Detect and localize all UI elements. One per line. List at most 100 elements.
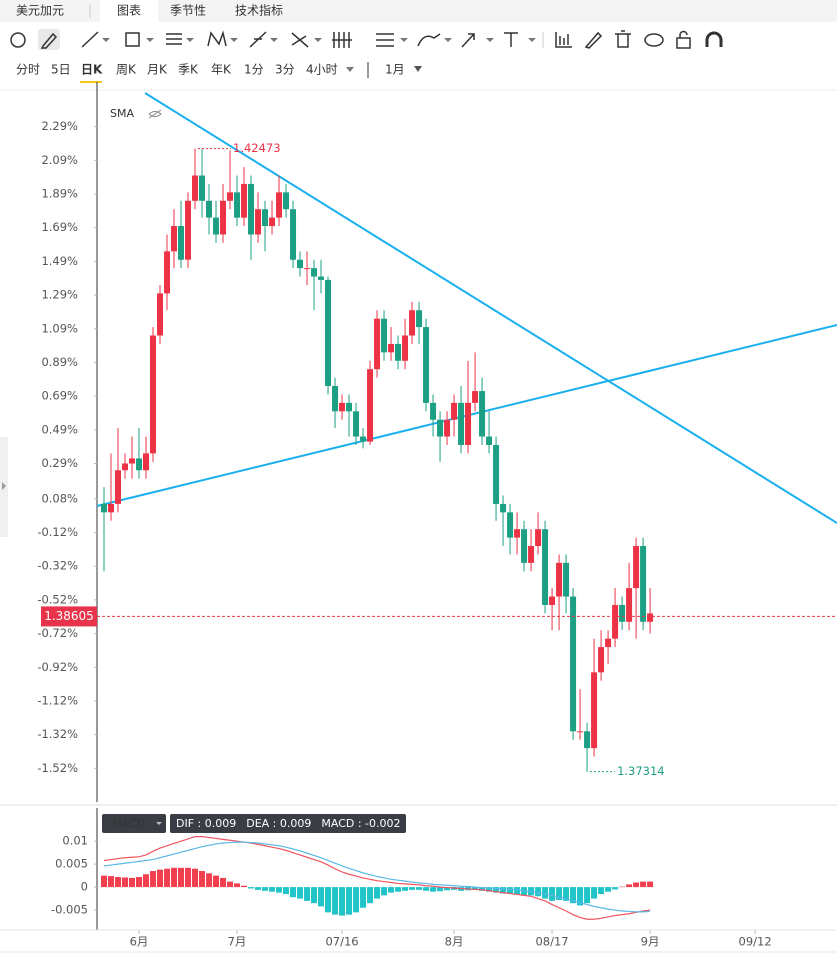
tool-icon[interactable] xyxy=(504,32,518,47)
candle-body xyxy=(332,386,339,412)
tool-icon[interactable] xyxy=(417,33,441,47)
candle-body xyxy=(605,638,612,648)
macd-bar xyxy=(395,887,402,892)
y-tick-label: 1.49% xyxy=(41,254,78,268)
macd-bar xyxy=(563,887,570,901)
tool-icon[interactable] xyxy=(249,31,267,48)
macd-bar xyxy=(115,877,122,888)
tab[interactable]: 图表 xyxy=(117,4,141,18)
candle-body xyxy=(178,226,185,260)
visibility-icon[interactable] xyxy=(148,109,162,119)
candle-body xyxy=(346,402,353,412)
x-tick-label: 09/12 xyxy=(739,935,772,949)
macd-bar xyxy=(619,886,626,888)
tab[interactable]: 季节性 xyxy=(170,4,206,18)
tool-icon[interactable] xyxy=(461,33,475,48)
candle-body xyxy=(528,546,535,563)
candle-body xyxy=(136,458,143,471)
tool-icon[interactable] xyxy=(125,32,140,47)
timeframe[interactable]: 季K xyxy=(178,63,199,77)
candle-body xyxy=(241,183,248,218)
candle-body xyxy=(122,463,129,471)
indicator-button-label: MACD xyxy=(112,817,145,830)
macd-bar xyxy=(409,887,416,890)
indicator-label: SMA xyxy=(110,107,134,120)
tab-bar xyxy=(0,0,837,22)
macd-bar xyxy=(171,867,178,888)
x-tick-label: 6月 xyxy=(130,935,149,949)
tool-icon[interactable] xyxy=(40,32,58,49)
y-tick-label: -0.12% xyxy=(37,525,78,539)
indicator-legend-bg xyxy=(170,814,406,833)
candle-body xyxy=(640,546,647,622)
macd-bar xyxy=(647,881,654,888)
timeframe[interactable]: 周K xyxy=(116,63,137,77)
tab[interactable]: 美元加元 xyxy=(16,4,64,18)
candle-body xyxy=(388,343,395,353)
candle-body xyxy=(577,731,584,733)
macd-bar xyxy=(479,887,486,891)
macd-bar xyxy=(164,868,171,888)
macd-bar xyxy=(248,887,255,889)
tool-icon[interactable] xyxy=(332,32,352,48)
range-select[interactable]: 1月 xyxy=(385,63,405,77)
tool-icon[interactable] xyxy=(644,33,664,47)
legend-entry: MACD : -0.002 xyxy=(321,817,400,830)
tool-icon[interactable] xyxy=(679,30,688,39)
macd-bar xyxy=(220,877,227,888)
tool-icon[interactable] xyxy=(555,32,572,48)
tab[interactable]: 技术指标 xyxy=(235,3,283,18)
tool-icon[interactable] xyxy=(376,33,394,47)
macd-bar xyxy=(402,887,409,891)
macd-bar xyxy=(514,887,521,895)
indicator-button[interactable] xyxy=(102,814,166,833)
candle-body xyxy=(164,251,171,294)
macd-bar xyxy=(500,887,507,894)
tool-icon[interactable] xyxy=(615,30,631,48)
macd-bar xyxy=(269,887,276,892)
candle-body xyxy=(248,183,255,235)
y-tick-label: 1.29% xyxy=(41,288,78,302)
macd-bar xyxy=(640,881,647,888)
tool-icon[interactable] xyxy=(705,31,723,47)
y-tick-label: -1.12% xyxy=(37,693,78,707)
candle-body xyxy=(465,402,472,445)
macd-bar xyxy=(423,887,430,891)
y-tick-label: 0.89% xyxy=(41,355,78,369)
timeframe[interactable]: 1分 xyxy=(244,63,264,77)
y-tick-label: 1.89% xyxy=(41,187,78,201)
candle-body xyxy=(374,318,381,370)
macd-bar xyxy=(241,885,248,888)
candle-body xyxy=(262,209,269,227)
tool-icon[interactable] xyxy=(10,32,26,48)
candle-body xyxy=(458,402,465,445)
macd-bar xyxy=(535,887,542,897)
macd-bar xyxy=(339,887,346,916)
trendline[interactable] xyxy=(144,92,837,524)
tool-icon[interactable] xyxy=(81,31,99,48)
caret xyxy=(156,822,162,825)
timeframe[interactable]: 5日 xyxy=(51,63,71,77)
macd-bar xyxy=(185,867,192,888)
timeframe[interactable]: 日K xyxy=(81,63,103,77)
tool-icon[interactable] xyxy=(676,37,691,49)
candle-body xyxy=(311,268,318,277)
timeframe[interactable]: 4小时 xyxy=(306,63,338,77)
tool-icon[interactable] xyxy=(584,31,603,49)
candle-body xyxy=(318,276,325,280)
timeframe[interactable]: 月K xyxy=(147,63,168,77)
macd-bar xyxy=(262,887,269,891)
y-tick-label: 1.69% xyxy=(41,220,78,234)
timeframe[interactable]: 分时 xyxy=(16,63,40,77)
macd-bar xyxy=(283,887,290,894)
x-tick-label: 07/16 xyxy=(325,935,358,949)
candle-body xyxy=(353,411,360,437)
timeframe[interactable]: 3分 xyxy=(275,63,295,77)
timeframe[interactable]: 年K xyxy=(211,63,232,77)
candle-body xyxy=(269,217,276,227)
tool-icon[interactable] xyxy=(291,32,309,48)
candle-body xyxy=(234,192,241,218)
tool-icon[interactable] xyxy=(166,33,182,45)
tool-icon[interactable] xyxy=(207,30,227,47)
